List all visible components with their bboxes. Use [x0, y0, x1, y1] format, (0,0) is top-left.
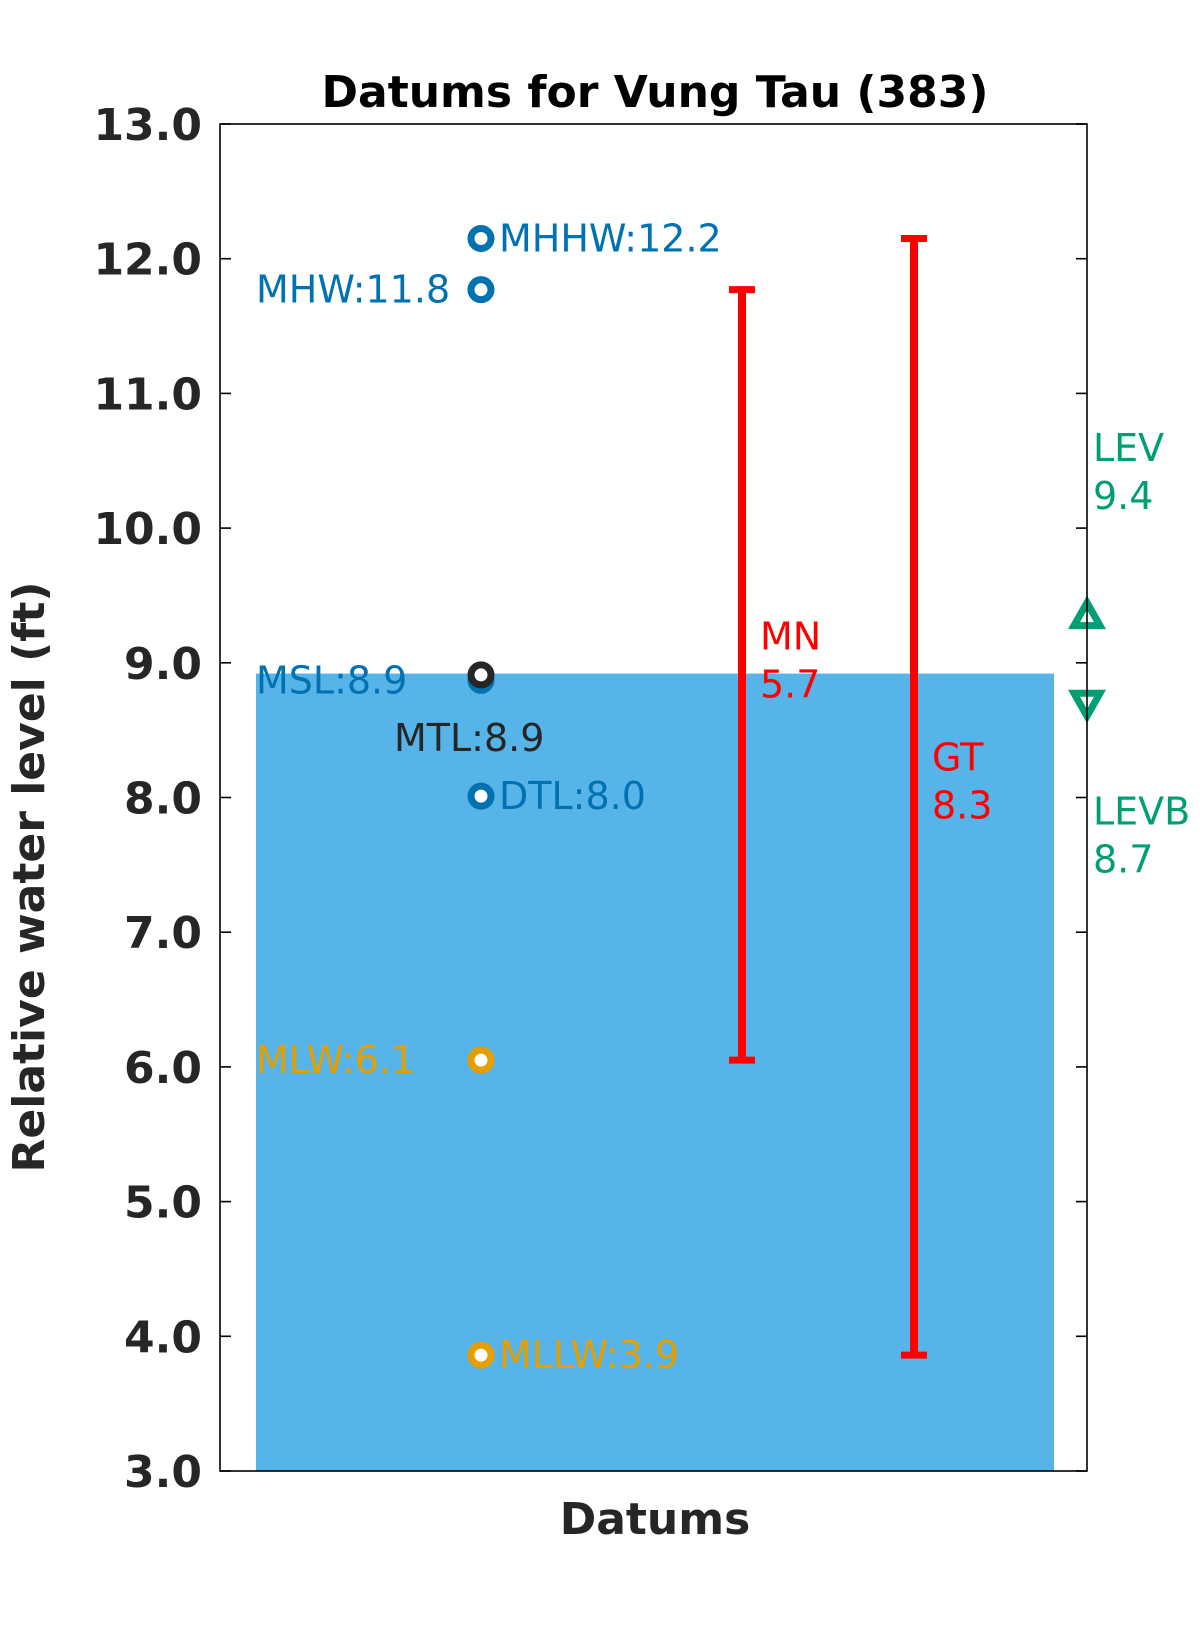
- y-tick-label: 5.0: [124, 1178, 202, 1229]
- datum-marker: [467, 782, 495, 810]
- datum-mlw: MLW:6.1: [256, 1038, 495, 1082]
- y-tick-label: 8.0: [124, 774, 202, 825]
- datum-label: MHHW:12.2: [499, 216, 722, 260]
- datum-marker: [467, 1046, 495, 1074]
- range-label-value: 8.3: [932, 784, 992, 828]
- range-label-value: 5.7: [760, 662, 820, 706]
- datum-label: MTL:8.9: [394, 716, 544, 760]
- datum-marker: [467, 661, 495, 689]
- extreme-label-value: 8.7: [1093, 837, 1153, 881]
- extreme-label-value: 9.4: [1093, 474, 1153, 518]
- y-tick-label: 13.0: [93, 100, 202, 151]
- y-tick-label: 6.0: [124, 1043, 202, 1094]
- y-tick-label: 12.0: [93, 235, 202, 286]
- datum-label: MLW:6.1: [256, 1038, 415, 1082]
- datum-mhhw: MHHW:12.2: [467, 216, 722, 260]
- level-fill-band: [256, 673, 1054, 1471]
- datum-marker: [467, 276, 495, 304]
- datum-label: MHW:11.8: [256, 268, 450, 312]
- range-gt: GT8.3: [901, 234, 992, 1359]
- y-axis-label: Relative water level (ft): [4, 582, 55, 1173]
- x-axis-label: Datums: [560, 1494, 751, 1545]
- y-tick-label: 4.0: [124, 1312, 202, 1363]
- range-label-name: GT: [932, 736, 984, 780]
- range-mn: MN5.7: [729, 286, 821, 1064]
- datum-marker: [467, 224, 495, 252]
- range-label-name: MN: [760, 614, 821, 658]
- datum-label: MLLW:3.9: [499, 1333, 679, 1377]
- datum-mllw: MLLW:3.9: [467, 1333, 679, 1377]
- datum-mtl: MTL:8.9: [394, 661, 544, 760]
- plot-area: MHHW:12.2 MHW:11.8 MSL:8.9 MTL:8.9 DTL:8.0 ML…: [256, 216, 1190, 1471]
- y-axis: 3.0 4.0 5.0 6.0 7.0 8.0 9.0 10.0 11.0 12.0 13.0: [93, 100, 1088, 1498]
- chart-title: Datums for Vung Tau (383): [321, 67, 988, 118]
- y-tick-label: 7.0: [124, 908, 202, 959]
- y-tick-label: 3.0: [124, 1447, 202, 1498]
- extreme-label-name: LEVB: [1093, 789, 1190, 833]
- datum-mhw: MHW:11.8: [256, 268, 495, 312]
- datum-marker: [467, 1341, 495, 1369]
- datum-label: MSL:8.9: [256, 658, 407, 702]
- y-tick-label: 11.0: [93, 369, 202, 420]
- y-tick-label: 10.0: [93, 504, 202, 555]
- datum-dtl: DTL:8.0: [467, 774, 646, 818]
- extreme-label-name: LEV: [1093, 426, 1164, 470]
- datum-label: DTL:8.0: [499, 774, 646, 818]
- y-tick-label: 9.0: [124, 639, 202, 690]
